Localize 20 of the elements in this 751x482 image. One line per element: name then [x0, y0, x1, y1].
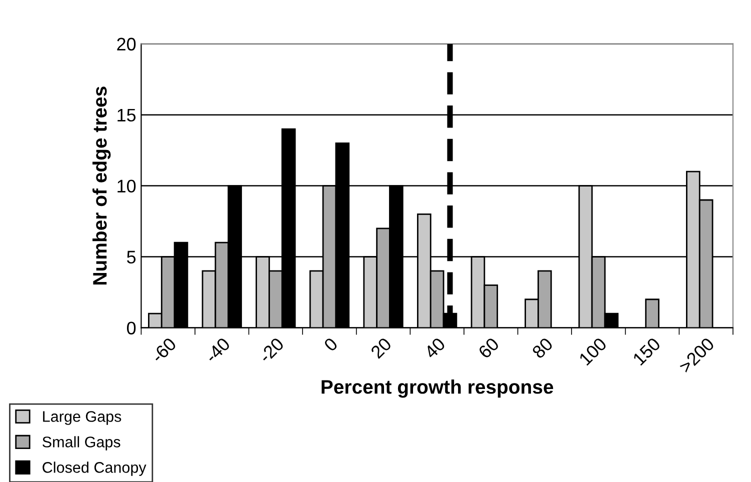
x-tick-label: 20 — [370, 336, 392, 360]
y-axis-title: Number of edge trees — [92, 86, 111, 284]
y-tick-label: 5 — [127, 250, 136, 264]
x-tick-label: 60 — [478, 336, 500, 360]
y-tick-label: 0 — [126, 322, 136, 334]
legend-label: Small Gaps — [42, 436, 120, 450]
legend-label: Closed Canopy — [42, 462, 146, 476]
y-tick-label: 15 — [118, 108, 136, 122]
legend-label: Large Gaps — [43, 411, 122, 425]
x-tick-label: -20 — [258, 336, 285, 364]
x-tick-label: 100 — [578, 336, 608, 366]
y-tick-label: 20 — [117, 38, 136, 51]
x-tick-label: 150 — [632, 336, 662, 366]
x-tick-label: 40 — [424, 336, 446, 360]
x-tick-label: -60 — [150, 336, 177, 364]
x-tick-label: 0 — [323, 336, 338, 352]
x-axis-title: Percent growth response — [322, 380, 554, 398]
x-tick-label: -40 — [204, 336, 231, 364]
y-tick-label: 10 — [118, 180, 136, 193]
x-tick-label: 80 — [531, 336, 554, 360]
